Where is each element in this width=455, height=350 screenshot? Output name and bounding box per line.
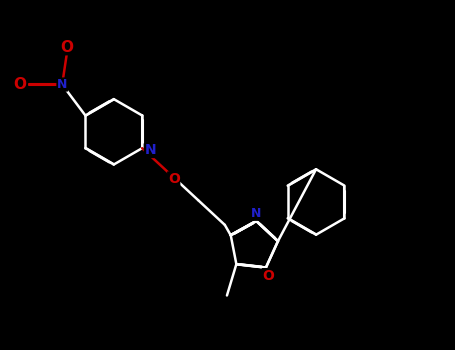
Text: O: O (262, 269, 274, 283)
Text: O: O (168, 172, 180, 186)
Text: N: N (57, 78, 67, 91)
Text: N: N (145, 144, 156, 158)
Text: O: O (60, 40, 73, 55)
Text: N: N (251, 207, 262, 220)
Text: O: O (13, 77, 26, 92)
